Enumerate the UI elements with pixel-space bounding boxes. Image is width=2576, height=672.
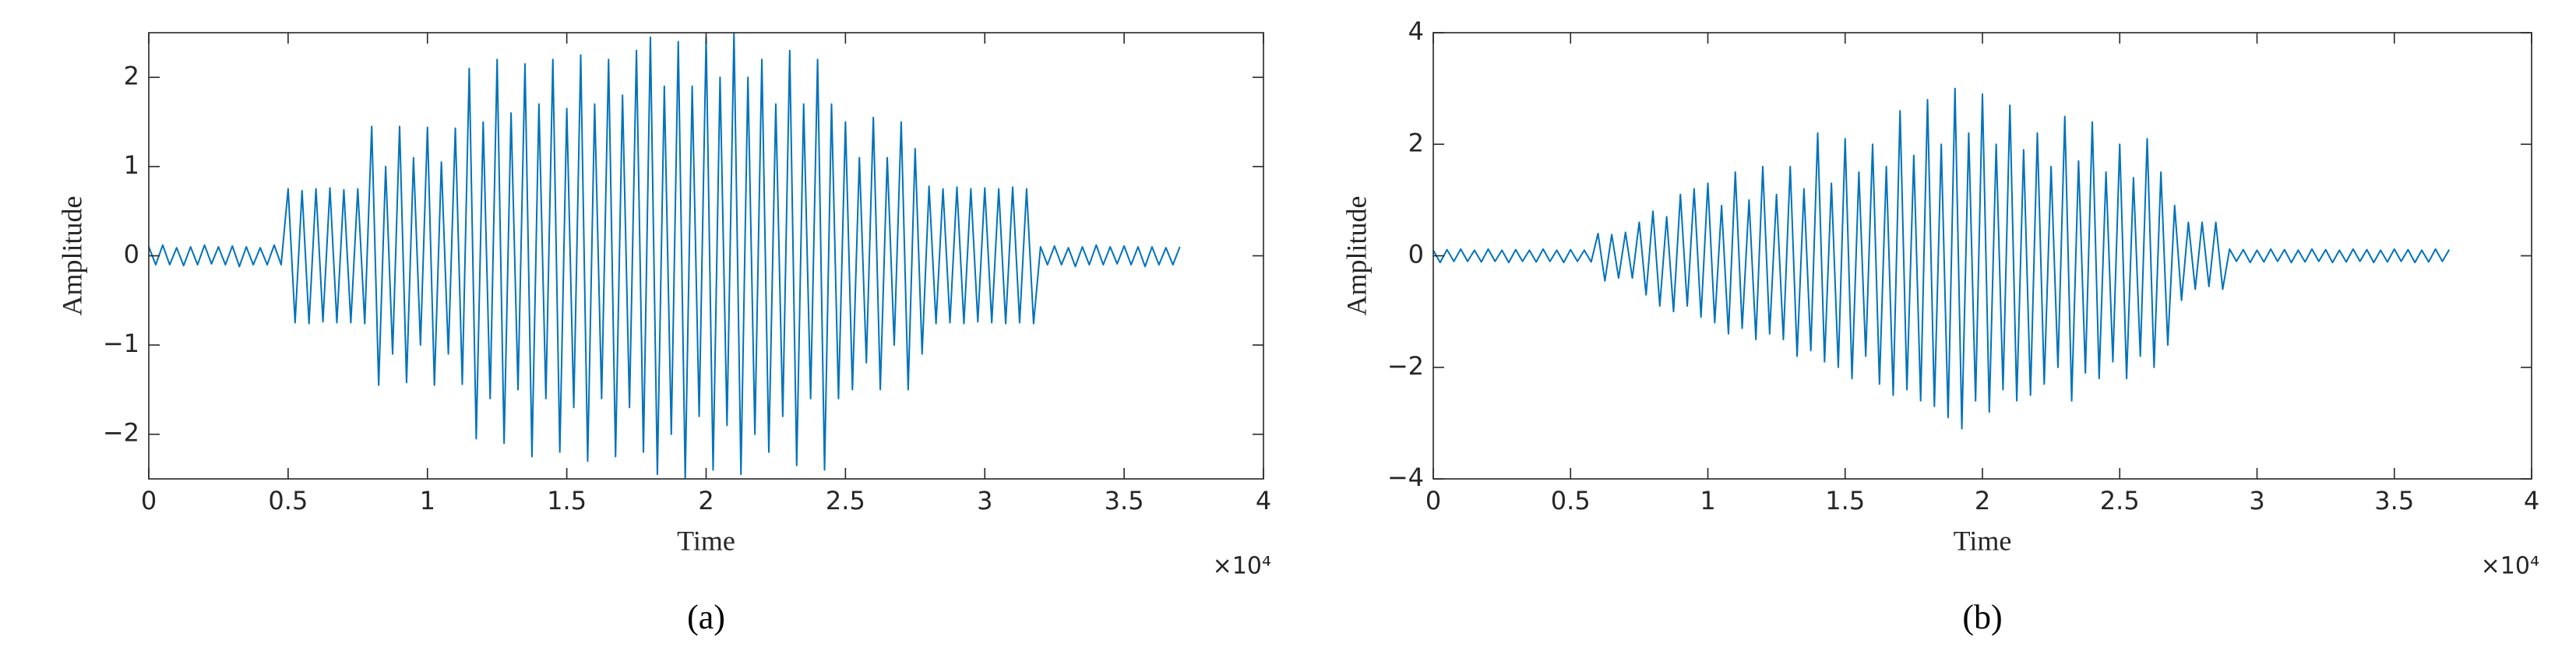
x-tick-label: 3 <box>2249 486 2264 515</box>
y-tick-label: 4 <box>1408 16 1424 46</box>
y-tick-label: 0 <box>124 240 139 269</box>
plot-area <box>149 33 1263 479</box>
y-tick-label: 0 <box>1408 240 1424 269</box>
y-axis-label: Amplitude <box>56 196 87 316</box>
x-tick-label: 2.5 <box>826 486 865 515</box>
x-tick-label: 2 <box>1975 486 1990 515</box>
x-exponent: ×10⁴ <box>1213 553 1271 580</box>
x-tick-label: 2.5 <box>2100 486 2140 515</box>
x-axis-label: Time <box>1954 525 2012 556</box>
x-exponent: ×10⁴ <box>2481 553 2539 580</box>
y-tick-label: 2 <box>124 61 139 90</box>
x-tick-label: 1.5 <box>547 486 587 515</box>
x-tick-label: 1.5 <box>1825 486 1865 515</box>
y-tick-label: −2 <box>1387 351 1424 381</box>
y-tick-label: 2 <box>1408 128 1424 157</box>
caption: (b) <box>1962 598 2002 636</box>
x-tick-label: 4 <box>2524 486 2539 515</box>
x-tick-label: 0.5 <box>1551 486 1591 515</box>
x-tick-label: 3 <box>977 486 992 515</box>
y-tick-label: −1 <box>103 329 139 358</box>
x-tick-label: 4 <box>1256 486 1271 515</box>
x-tick-label: 2 <box>698 486 714 515</box>
caption: (a) <box>687 598 725 636</box>
waveform <box>149 33 1181 479</box>
y-tick-label: 1 <box>124 150 139 180</box>
waveform <box>1433 87 2451 430</box>
x-tick-label: 3.5 <box>2374 486 2414 515</box>
x-tick-label: 0 <box>141 486 157 515</box>
x-tick-label: 0 <box>1425 486 1441 515</box>
x-axis-label: Time <box>677 525 735 556</box>
y-axis-label: Amplitude <box>1341 196 1372 316</box>
x-tick-label: 3.5 <box>1105 486 1144 515</box>
x-tick-label: 1 <box>1700 486 1715 515</box>
y-tick-label: −4 <box>1387 463 1424 492</box>
x-tick-label: 1 <box>420 486 435 515</box>
y-tick-label: −2 <box>103 418 139 448</box>
x-tick-label: 0.5 <box>268 486 308 515</box>
